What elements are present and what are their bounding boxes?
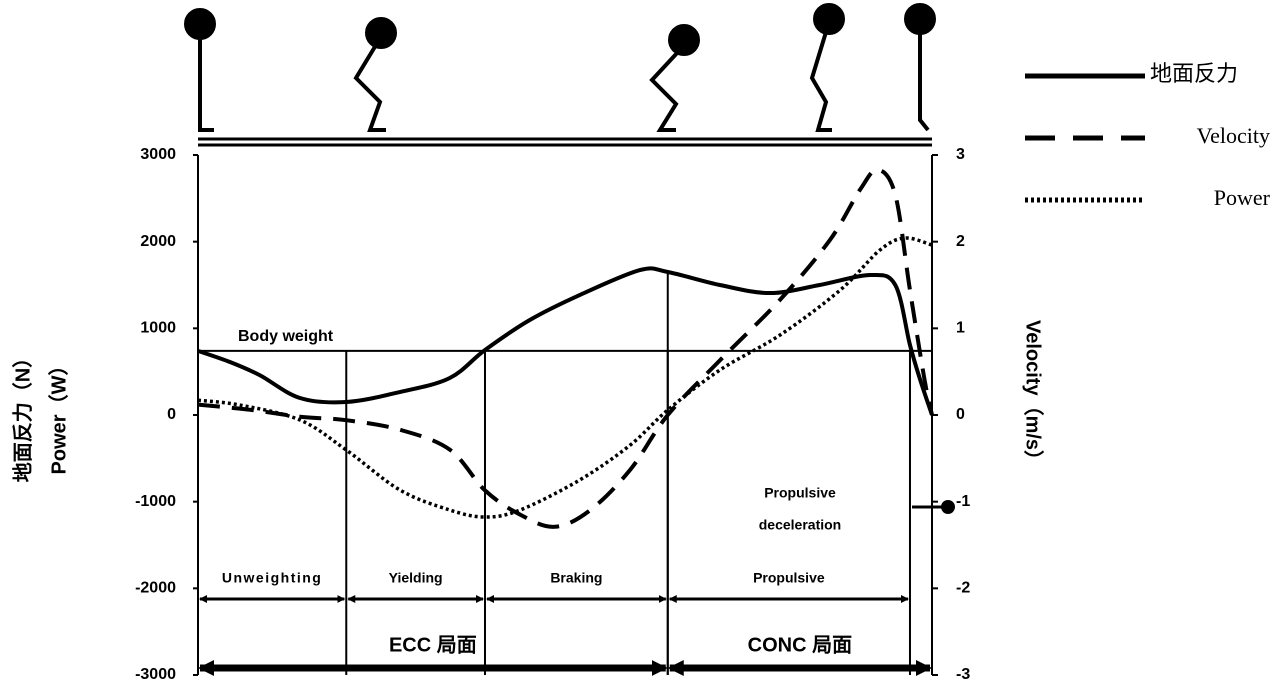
y-tick-label: -1000 [135, 493, 176, 510]
y2-tick-label: 2 [956, 233, 965, 250]
phase-label: Braking [550, 570, 602, 586]
y-tick-label: -2000 [135, 580, 176, 597]
phase-label: Yielding [389, 570, 443, 586]
stick-figures [186, 5, 934, 130]
y-tick-label: 2000 [140, 233, 176, 250]
stage-label: CONC 局面 [748, 634, 852, 656]
series-line [198, 238, 932, 517]
y2-tick-label: 1 [956, 320, 965, 337]
y-tick-label: 1000 [140, 320, 176, 337]
note-dot [941, 500, 955, 514]
chart: 3000 2000 1000 0 -1000 -2000 -3000 3 2 1 0 -1 -2 -3 地面… [0, 0, 1285, 690]
y-tick-label: 3000 [140, 146, 176, 163]
series-line [198, 170, 932, 527]
y2-tick-label: -2 [956, 580, 970, 597]
y-tick-label: 0 [167, 406, 176, 423]
y2-axis-title: Velocity（m/s） [1022, 320, 1045, 470]
stage-label: ECC 局面 [389, 634, 477, 656]
y2-tick-label: -1 [956, 493, 970, 510]
phase-label: Propulsive [753, 570, 825, 586]
phase-label: Unweighting [222, 570, 323, 586]
phase-note: Propulsive [764, 485, 836, 501]
ground-line [198, 139, 932, 145]
y-axis-title: Power（W） [47, 356, 70, 475]
y-axis-title: 地面反力（N） [11, 348, 34, 482]
legend-label: Velocity [1197, 123, 1270, 148]
phase-note: deceleration [759, 517, 841, 533]
legend-label: 地面反力 [1150, 61, 1238, 86]
y-tick-label: -3000 [135, 666, 176, 683]
y2-tick-label: 0 [956, 406, 965, 423]
body-weight-label: Body weight [238, 328, 334, 345]
legend-label: Power [1214, 185, 1271, 210]
y2-tick-label: -3 [956, 666, 970, 683]
y2-tick-label: 3 [956, 146, 965, 163]
